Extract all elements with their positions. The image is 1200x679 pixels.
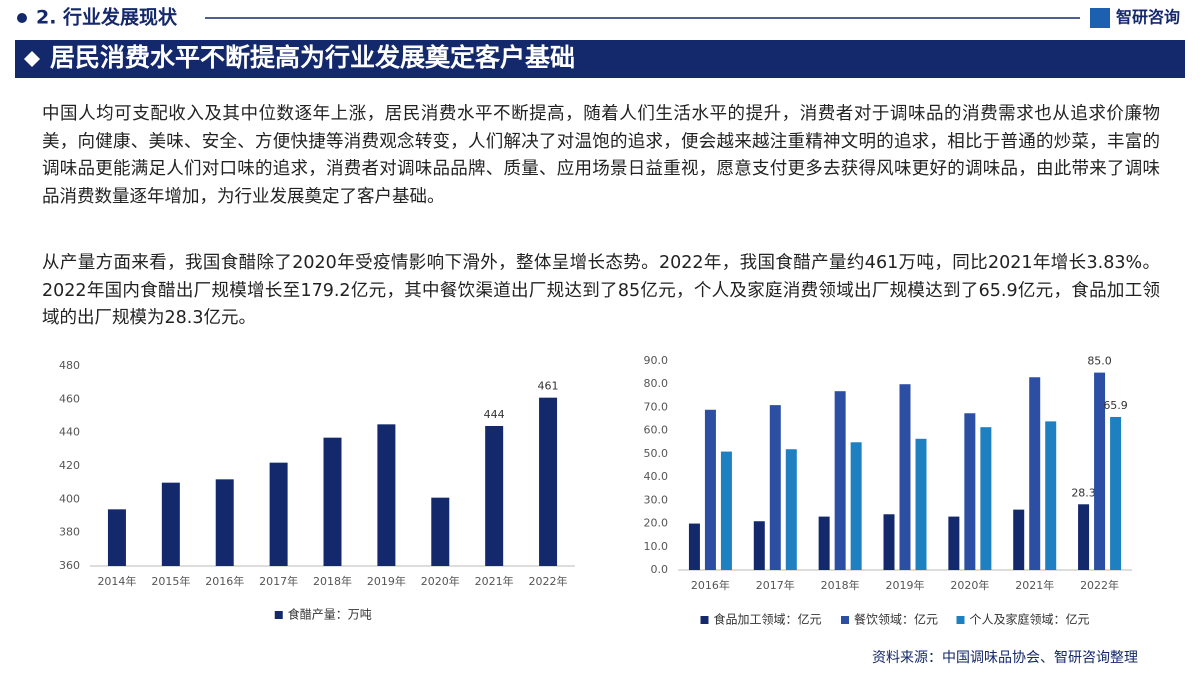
bar xyxy=(1094,372,1106,570)
bar xyxy=(948,516,960,570)
bar xyxy=(431,497,450,566)
data-label: 65.9 xyxy=(1103,399,1128,412)
y-tick-label: 420 xyxy=(59,459,80,472)
x-tick-label: 2019年 xyxy=(367,574,406,588)
x-tick-label: 2018年 xyxy=(821,578,860,592)
bar xyxy=(688,523,700,570)
bar xyxy=(769,405,781,570)
x-tick-label: 2017年 xyxy=(259,574,298,588)
y-tick-label: 40.0 xyxy=(644,470,669,483)
page-title: 居民消费水平不断提高为行业发展奠定客户基础 xyxy=(50,43,575,72)
bar xyxy=(818,516,830,570)
y-tick-label: 20.0 xyxy=(644,517,669,530)
paragraph: 从产量方面来看，我国食醋除了2020年受疫情影响下滑外，整体呈增长态势。2022… xyxy=(42,253,1160,328)
legend-label: 食品加工领域：亿元 xyxy=(714,612,822,627)
y-tick-label: 10.0 xyxy=(644,540,669,553)
y-tick-label: 60.0 xyxy=(644,424,669,437)
y-tick-label: 70.0 xyxy=(644,400,669,413)
x-tick-label: 2020年 xyxy=(950,578,989,592)
bar xyxy=(485,426,504,566)
bar xyxy=(1013,509,1025,570)
x-tick-label: 2014年 xyxy=(97,574,136,588)
legend-label: 食醋产量：万吨 xyxy=(288,607,372,622)
y-tick-label: 30.0 xyxy=(644,493,669,506)
x-tick-label: 2022年 xyxy=(1080,578,1119,592)
bar xyxy=(539,397,558,566)
data-label: 85.0 xyxy=(1087,355,1112,368)
bar xyxy=(883,514,895,570)
logo-text: 智研咨询 xyxy=(1116,8,1180,27)
title-icon xyxy=(24,51,40,67)
y-tick-label: 90.0 xyxy=(644,354,669,367)
x-tick-label: 2015年 xyxy=(151,574,190,588)
x-tick-label: 2020年 xyxy=(421,574,460,588)
source-note: 资料来源：中国调味品协会、智研咨询整理 xyxy=(872,650,1138,666)
bar xyxy=(323,437,342,566)
bullet xyxy=(17,13,27,23)
y-tick-label: 80.0 xyxy=(644,377,669,390)
x-tick-label: 2019年 xyxy=(886,578,925,592)
legend-swatch xyxy=(274,611,283,619)
y-tick-label: 360 xyxy=(59,559,80,572)
bar xyxy=(107,509,126,566)
bar xyxy=(1110,416,1122,570)
y-tick-label: 380 xyxy=(59,526,80,539)
bar xyxy=(377,424,396,566)
data-label: 461 xyxy=(538,380,559,393)
bar xyxy=(1029,377,1041,570)
bar xyxy=(1045,421,1057,570)
bar xyxy=(850,442,862,570)
title-banner xyxy=(15,40,1185,78)
legend-swatch xyxy=(700,616,709,624)
x-tick-label: 2018年 xyxy=(313,574,352,588)
bar xyxy=(899,384,911,570)
x-tick-label: 2021年 xyxy=(475,574,514,588)
bar xyxy=(915,438,927,570)
y-tick-label: 50.0 xyxy=(644,447,669,460)
bar xyxy=(704,409,716,570)
bar xyxy=(161,482,180,566)
x-tick-label: 2016年 xyxy=(205,574,244,588)
y-tick-label: 480 xyxy=(59,359,80,372)
data-label: 444 xyxy=(484,408,505,421)
bar xyxy=(964,413,976,570)
legend-label: 个人及家庭领域：亿元 xyxy=(970,612,1090,627)
logo-icon xyxy=(1090,8,1110,28)
bar xyxy=(785,449,797,570)
x-tick-label: 2022年 xyxy=(529,574,568,588)
bar xyxy=(269,462,288,566)
bar xyxy=(1078,504,1090,570)
x-tick-label: 2021年 xyxy=(1015,578,1054,592)
legend-swatch xyxy=(841,616,849,624)
data-label: 28.3 xyxy=(1071,486,1096,499)
x-tick-label: 2016年 xyxy=(691,578,730,592)
y-tick-label: 440 xyxy=(59,426,80,439)
bar xyxy=(215,479,234,566)
legend-label: 餐饮领域：亿元 xyxy=(854,612,938,627)
bar xyxy=(834,391,846,570)
x-tick-label: 2017年 xyxy=(756,578,795,592)
section-title: 2. 行业发展现状 xyxy=(36,6,178,29)
paragraph: 中国人均可支配收入及其中位数逐年上涨，居民消费水平不断提高，随着人们生活水平的提… xyxy=(42,104,1160,207)
y-tick-label: 460 xyxy=(59,392,80,405)
y-tick-label: 400 xyxy=(59,492,80,505)
y-tick-label: 0.0 xyxy=(651,563,669,576)
legend-swatch xyxy=(956,616,965,624)
bar xyxy=(980,427,992,570)
bar xyxy=(753,521,765,570)
bar xyxy=(720,451,732,570)
